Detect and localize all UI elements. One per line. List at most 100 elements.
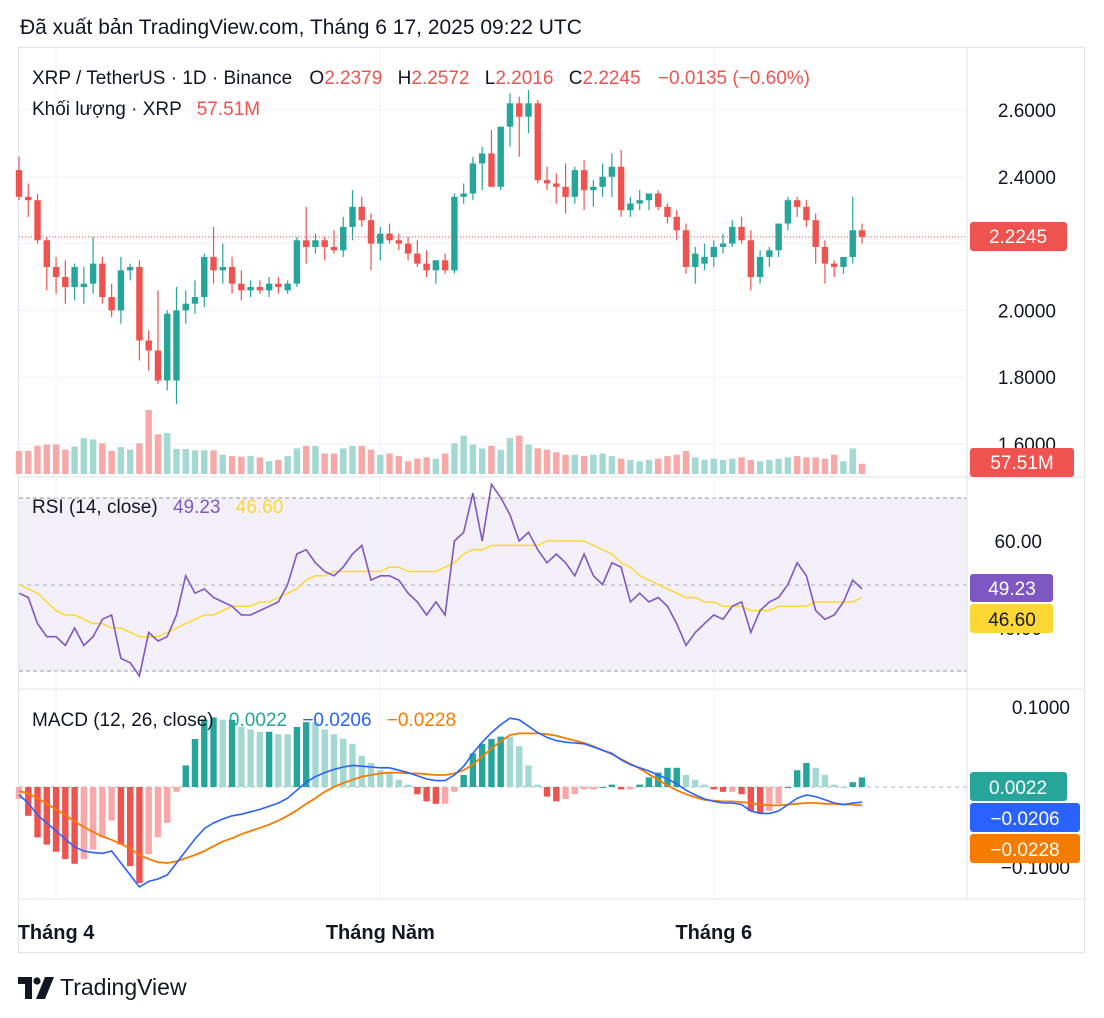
volume-bar bbox=[840, 461, 847, 474]
macd-hist-bar bbox=[210, 717, 217, 787]
candle-body bbox=[80, 283, 88, 288]
volume-bar bbox=[636, 461, 643, 474]
candle-body bbox=[645, 193, 653, 201]
svg-text:−0.0206: −0.0206 bbox=[990, 809, 1059, 830]
tradingview-logo-icon bbox=[18, 976, 54, 999]
volume-bar bbox=[747, 459, 755, 474]
candle-body bbox=[15, 170, 23, 197]
volume-bar bbox=[80, 438, 88, 474]
volume-bar bbox=[775, 458, 782, 474]
rsi-badge: 49.23 bbox=[970, 574, 1053, 602]
volume-bar bbox=[154, 434, 162, 474]
macd-hist-bar bbox=[645, 777, 653, 787]
candle-body bbox=[432, 260, 440, 271]
macd-hist-bar bbox=[849, 782, 856, 787]
candle-body bbox=[654, 193, 662, 207]
x-tick-label: Tháng Năm bbox=[326, 922, 435, 944]
macd-hist-bar bbox=[358, 755, 365, 787]
volume-bar bbox=[293, 448, 301, 474]
macd-hist-bar bbox=[812, 767, 819, 787]
macd-hist-bar bbox=[247, 729, 254, 787]
volume-bar bbox=[108, 450, 115, 474]
volume-bar bbox=[173, 449, 180, 474]
candle-body bbox=[840, 256, 847, 267]
macd-hist-bar bbox=[25, 787, 32, 816]
candle-body bbox=[71, 266, 78, 288]
volume-bar bbox=[284, 456, 291, 474]
open-label: O bbox=[309, 68, 324, 89]
macd-hist-bar bbox=[71, 787, 78, 864]
macd-hist-bar bbox=[256, 731, 264, 787]
candle-body bbox=[293, 240, 301, 284]
macd-hist-bar bbox=[793, 770, 801, 787]
volume-bar bbox=[849, 448, 856, 474]
candle-body bbox=[414, 253, 421, 264]
macd-hist-bar bbox=[766, 787, 773, 811]
macd-hist-bar bbox=[710, 787, 717, 790]
macd-hist-bar bbox=[469, 753, 477, 787]
candle-body bbox=[849, 230, 856, 257]
macd-hist-bar bbox=[803, 763, 810, 787]
volume-bar bbox=[645, 459, 653, 474]
volume-bar bbox=[562, 454, 569, 474]
high-label: H bbox=[398, 68, 412, 89]
candle-body bbox=[793, 200, 801, 207]
volume-bar bbox=[321, 453, 328, 474]
change-value: −0.0135 (−0.60%) bbox=[658, 68, 810, 89]
macd-hist-bar bbox=[377, 770, 384, 787]
macd-hist-bar bbox=[228, 719, 236, 787]
volume-bar bbox=[164, 433, 171, 474]
macd-hist-bar bbox=[395, 779, 403, 787]
svg-text:−0.0228: −0.0228 bbox=[990, 840, 1059, 861]
volume-bar bbox=[441, 453, 449, 474]
candle-body bbox=[831, 263, 838, 267]
candle-body bbox=[321, 240, 328, 247]
volume-bar bbox=[43, 444, 50, 474]
macd-hist-bar bbox=[293, 727, 301, 787]
y-tick-label: 2.4000 bbox=[998, 168, 1056, 189]
macd-hist-bar bbox=[543, 787, 551, 797]
candle-body bbox=[108, 297, 115, 311]
volume-bar bbox=[136, 443, 143, 474]
macd-hist-bar bbox=[89, 787, 97, 850]
candle-body bbox=[636, 200, 643, 204]
macd-hist-bar bbox=[840, 787, 847, 788]
signal-badge: −0.0228 bbox=[970, 834, 1080, 863]
candle-body bbox=[756, 256, 764, 277]
macd-hist-bar bbox=[330, 734, 338, 787]
candle-body bbox=[617, 166, 625, 211]
candle-body bbox=[599, 176, 606, 187]
candle-body bbox=[201, 256, 208, 298]
macd-hist-bar bbox=[145, 787, 152, 855]
volume-bar bbox=[377, 454, 384, 474]
volume-value: 57.51M bbox=[197, 99, 260, 120]
macd-hist-bar bbox=[460, 775, 467, 787]
candle-body bbox=[238, 283, 245, 291]
macd-hist-bar bbox=[775, 787, 782, 804]
candle-body bbox=[673, 216, 680, 231]
volume-bar bbox=[126, 449, 134, 474]
candle-body bbox=[126, 266, 134, 271]
volume-bar bbox=[784, 457, 792, 474]
svg-text:2.2245: 2.2245 bbox=[989, 227, 1047, 248]
macd-hist-bar bbox=[516, 746, 523, 787]
macd-hist-bar bbox=[80, 787, 88, 859]
tradingview-logo[interactable]: TradingView bbox=[18, 974, 187, 1001]
signal-line bbox=[18, 732, 863, 864]
macd-hist-bar bbox=[571, 787, 579, 795]
symbol-label: XRP / TetherUS · 1D · Binance bbox=[32, 68, 292, 89]
svg-text:RSI (14, close) 49.23: RSI (14, close) 49.23 46.60 bbox=[32, 497, 283, 518]
candle-body bbox=[525, 103, 532, 117]
macd-hist-bar bbox=[423, 787, 430, 802]
volume-bar bbox=[654, 458, 662, 474]
volume-bar bbox=[210, 450, 217, 474]
candle-body bbox=[191, 297, 199, 304]
macd-badge: −0.0206 bbox=[970, 803, 1080, 832]
macd-hist-bar bbox=[182, 765, 189, 787]
macd-hist-bar bbox=[858, 777, 866, 787]
volume-bar bbox=[99, 443, 106, 474]
macd-hist-bar bbox=[719, 787, 727, 792]
macd-hist-bar bbox=[451, 787, 458, 792]
candle-body bbox=[627, 203, 634, 211]
